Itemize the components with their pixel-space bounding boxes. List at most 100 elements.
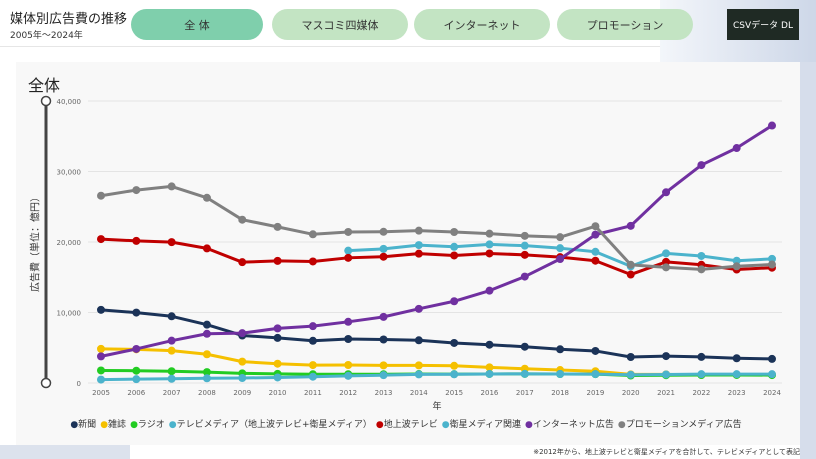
data-point[interactable]	[626, 370, 635, 379]
data-point[interactable]	[308, 230, 317, 239]
data-point[interactable]	[556, 244, 565, 253]
data-point[interactable]	[202, 374, 211, 383]
data-point[interactable]	[626, 352, 635, 361]
data-point[interactable]	[662, 249, 671, 258]
data-point[interactable]	[273, 359, 282, 368]
data-point[interactable]	[202, 320, 211, 329]
data-point[interactable]	[273, 256, 282, 265]
data-point[interactable]	[556, 233, 565, 242]
data-point[interactable]	[238, 258, 247, 267]
data-point[interactable]	[591, 346, 600, 355]
data-point[interactable]	[97, 366, 105, 375]
data-point[interactable]	[273, 333, 282, 342]
data-point[interactable]	[238, 329, 247, 338]
legend-item[interactable]: ●テレビメディア（地上波テレビ+衛星メディア）	[169, 420, 372, 430]
data-point[interactable]	[556, 345, 565, 354]
data-point[interactable]	[520, 272, 529, 281]
data-point[interactable]	[662, 263, 671, 272]
data-point[interactable]	[202, 350, 211, 359]
data-point[interactable]	[308, 322, 317, 331]
legend-item[interactable]: ●ラジオ	[130, 420, 165, 430]
data-point[interactable]	[485, 363, 494, 372]
data-point[interactable]	[167, 182, 176, 191]
data-point[interactable]	[732, 262, 741, 271]
legend-item[interactable]: ●プロモーションメディア広告	[618, 420, 742, 430]
data-point[interactable]	[97, 344, 105, 353]
data-point[interactable]	[344, 317, 353, 326]
data-point[interactable]	[697, 161, 706, 170]
data-point[interactable]	[662, 352, 671, 361]
data-point[interactable]	[202, 329, 211, 338]
data-point[interactable]	[308, 361, 317, 370]
tab-mass-media[interactable]: マスコミ四媒体	[272, 9, 408, 40]
data-point[interactable]	[768, 354, 776, 363]
data-point[interactable]	[591, 256, 600, 265]
data-point[interactable]	[450, 361, 459, 370]
legend-item[interactable]: ●雑誌	[100, 420, 126, 430]
data-point[interactable]	[732, 354, 741, 363]
data-point[interactable]	[520, 231, 529, 240]
data-point[interactable]	[626, 270, 635, 279]
data-point[interactable]	[450, 251, 459, 260]
slider-handle-top[interactable]	[40, 95, 52, 107]
data-point[interactable]	[732, 144, 741, 153]
data-point[interactable]	[768, 121, 776, 130]
data-point[interactable]	[238, 374, 247, 383]
data-point[interactable]	[379, 252, 388, 261]
data-point[interactable]	[697, 352, 706, 361]
data-point[interactable]	[238, 357, 247, 366]
data-point[interactable]	[662, 257, 671, 266]
data-point[interactable]	[379, 312, 388, 321]
tab-promotion[interactable]: プロモーション	[557, 9, 693, 40]
data-point[interactable]	[167, 374, 176, 383]
data-point[interactable]	[768, 260, 776, 269]
slider-handle-bottom[interactable]	[40, 377, 52, 389]
data-point[interactable]	[697, 370, 706, 379]
legend-item[interactable]: ●衛星メディア関連	[442, 420, 521, 430]
data-point[interactable]	[626, 260, 635, 269]
data-point[interactable]	[697, 251, 706, 260]
data-point[interactable]	[97, 235, 105, 244]
data-point[interactable]	[732, 370, 741, 379]
data-point[interactable]	[591, 222, 600, 231]
data-point[interactable]	[167, 367, 176, 376]
data-point[interactable]	[485, 229, 494, 238]
data-point[interactable]	[273, 222, 282, 231]
data-point[interactable]	[379, 371, 388, 380]
data-point[interactable]	[520, 342, 529, 351]
data-point[interactable]	[379, 335, 388, 344]
data-point[interactable]	[556, 254, 565, 263]
legend-item[interactable]: ●インターネット広告	[525, 420, 614, 430]
data-point[interactable]	[591, 247, 600, 256]
data-point[interactable]	[450, 297, 459, 306]
data-point[interactable]	[97, 305, 105, 314]
data-point[interactable]	[273, 373, 282, 382]
data-point[interactable]	[202, 368, 211, 377]
data-point[interactable]	[732, 256, 741, 265]
data-point[interactable]	[414, 226, 423, 235]
data-point[interactable]	[344, 334, 353, 343]
data-point[interactable]	[591, 230, 600, 239]
data-point[interactable]	[485, 240, 494, 249]
data-point[interactable]	[132, 366, 141, 375]
data-point[interactable]	[485, 249, 494, 258]
data-point[interactable]	[414, 361, 423, 370]
data-point[interactable]	[379, 361, 388, 370]
data-point[interactable]	[485, 286, 494, 295]
data-point[interactable]	[238, 215, 247, 224]
csv-download-button[interactable]: CSVデータ DL	[727, 9, 799, 40]
data-point[interactable]	[414, 249, 423, 258]
data-point[interactable]	[520, 250, 529, 259]
data-point[interactable]	[202, 193, 211, 202]
data-point[interactable]	[167, 312, 176, 321]
data-point[interactable]	[167, 238, 176, 247]
data-point[interactable]	[202, 244, 211, 253]
data-point[interactable]	[450, 242, 459, 251]
range-slider[interactable]	[40, 95, 52, 389]
data-point[interactable]	[662, 188, 671, 197]
data-point[interactable]	[520, 369, 529, 378]
data-point[interactable]	[450, 228, 459, 237]
data-point[interactable]	[626, 221, 635, 230]
data-point[interactable]	[132, 375, 141, 384]
data-point[interactable]	[768, 370, 776, 379]
